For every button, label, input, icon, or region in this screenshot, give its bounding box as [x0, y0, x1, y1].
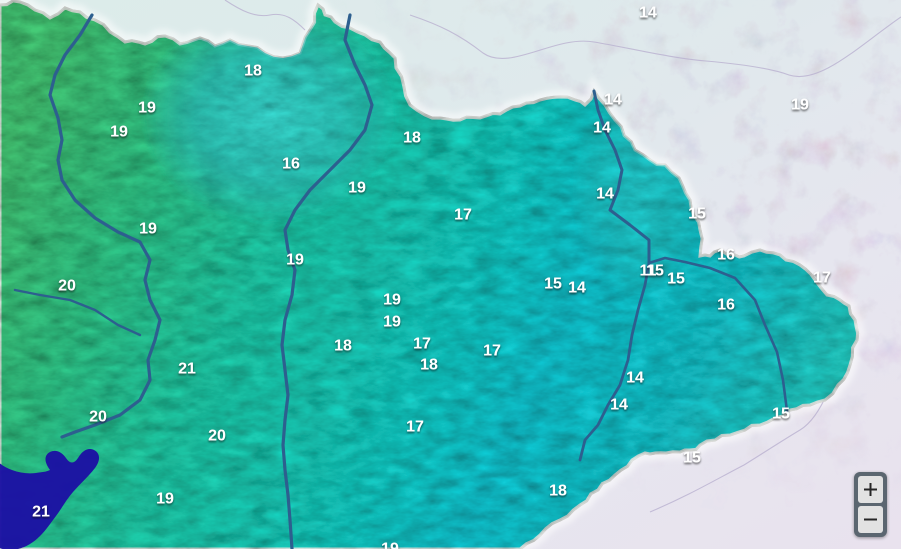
svg-text:18: 18: [403, 130, 421, 147]
svg-text:21: 21: [178, 361, 196, 378]
svg-text:14: 14: [626, 370, 644, 387]
svg-text:19: 19: [286, 252, 304, 269]
svg-text:19: 19: [383, 292, 401, 309]
svg-text:15: 15: [683, 450, 701, 467]
svg-text:14: 14: [639, 5, 657, 22]
svg-text:19: 19: [348, 180, 366, 197]
svg-text:17: 17: [413, 336, 431, 353]
svg-text:15: 15: [646, 263, 664, 280]
svg-text:19: 19: [138, 100, 156, 117]
svg-text:15: 15: [544, 276, 562, 293]
svg-text:14: 14: [568, 280, 586, 297]
svg-text:17: 17: [406, 419, 424, 436]
svg-text:17: 17: [813, 270, 831, 287]
svg-text:18: 18: [244, 63, 262, 80]
svg-text:16: 16: [717, 297, 735, 314]
svg-text:14: 14: [610, 397, 628, 414]
svg-text:19: 19: [139, 221, 157, 238]
svg-text:16: 16: [717, 247, 735, 264]
svg-text:19: 19: [110, 124, 128, 141]
svg-text:15: 15: [688, 206, 706, 223]
svg-text:20: 20: [58, 278, 76, 295]
svg-text:18: 18: [334, 338, 352, 355]
svg-text:19: 19: [381, 541, 399, 549]
svg-text:15: 15: [772, 406, 790, 423]
svg-text:17: 17: [454, 207, 472, 224]
svg-text:19: 19: [383, 314, 401, 331]
svg-text:19: 19: [156, 491, 174, 508]
svg-text:14: 14: [596, 186, 614, 203]
svg-text:21: 21: [32, 504, 50, 521]
svg-text:14: 14: [604, 92, 622, 109]
svg-text:20: 20: [89, 409, 107, 426]
svg-text:14: 14: [593, 120, 611, 137]
svg-text:18: 18: [420, 357, 438, 374]
svg-text:16: 16: [282, 156, 300, 173]
svg-text:19: 19: [791, 97, 809, 114]
svg-text:15: 15: [667, 271, 685, 288]
svg-text:17: 17: [483, 343, 501, 360]
svg-text:18: 18: [549, 483, 567, 500]
svg-text:20: 20: [208, 428, 226, 445]
